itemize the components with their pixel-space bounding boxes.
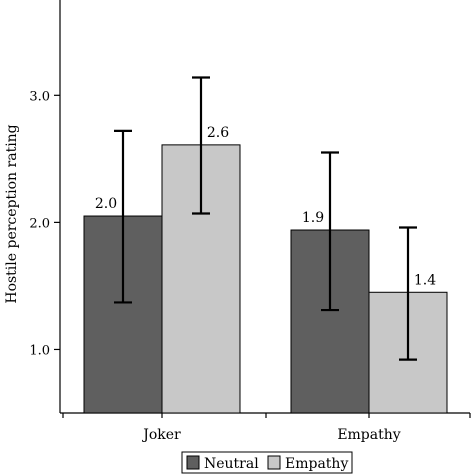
legend-swatch-neutral — [186, 455, 200, 470]
data-label: 2.6 — [207, 125, 229, 141]
legend-box — [181, 451, 353, 474]
data-label: 2.0 — [95, 196, 117, 212]
data-label: 1.4 — [414, 272, 436, 288]
legend-swatch-empathy — [267, 455, 281, 470]
bar-empathy-joker — [161, 144, 241, 414]
y-axis-label: Hostile perception rating — [4, 124, 20, 303]
legend-label-neutral: Neutral — [204, 456, 259, 472]
x-tick-label-joker: Joker — [141, 427, 181, 443]
y-tick-label: 1.0 — [29, 343, 50, 358]
legend-label-empathy: Empathy — [285, 456, 348, 472]
data-label: 1.9 — [302, 210, 324, 226]
y-tick-label: 2.0 — [29, 216, 50, 231]
x-tick-label-empathy: Empathy — [337, 427, 400, 443]
y-tick-label: 3.0 — [29, 89, 50, 104]
